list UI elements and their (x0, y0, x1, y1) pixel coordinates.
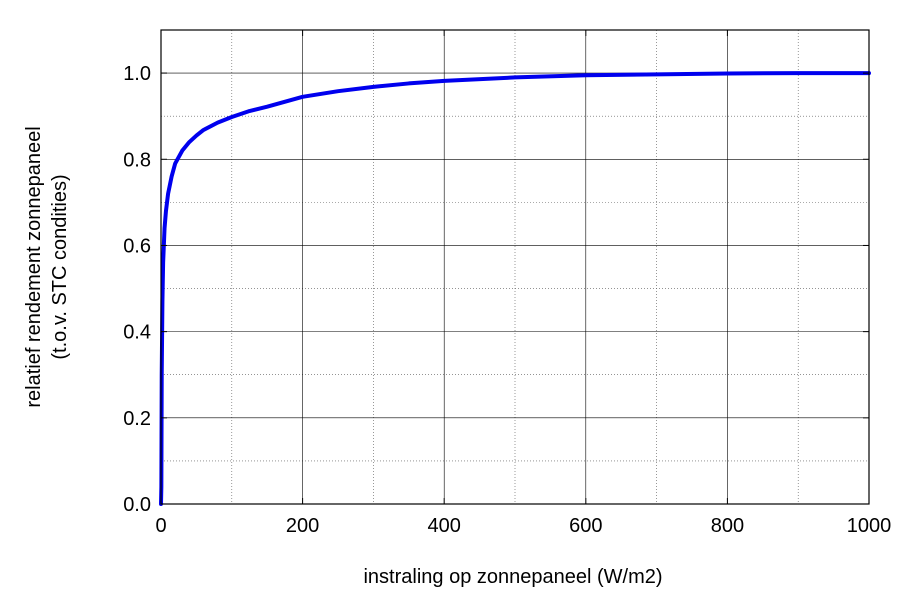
x-tick-label: 600 (569, 515, 602, 537)
y-tick-label: 0.8 (123, 149, 151, 171)
y-tick-label: 0.6 (123, 235, 151, 257)
minor-grid (161, 30, 869, 504)
y-tick-label: 1.0 (123, 63, 151, 85)
x-tick-label: 1000 (847, 515, 892, 537)
y-tick-label: 0.0 (123, 494, 151, 516)
x-axis-title: instraling op zonnepaneel (W/m2) (363, 566, 662, 588)
x-tick-label: 200 (286, 515, 319, 537)
x-tick-label: 0 (155, 515, 166, 537)
x-tick-label: 400 (428, 515, 461, 537)
y-axis-title-line2: (t.o.v. STC condities) (49, 174, 71, 359)
x-tick-label: 800 (711, 515, 744, 537)
y-axis-title-line1: relatief rendement zonnepaneel (23, 126, 45, 407)
y-tick-label: 0.2 (123, 408, 151, 430)
tick-labels: 0 200 400 600 800 1000 0.0 0.2 0.4 0.6 0.8 1.0 (123, 63, 891, 537)
y-tick-label: 0.4 (123, 322, 151, 344)
